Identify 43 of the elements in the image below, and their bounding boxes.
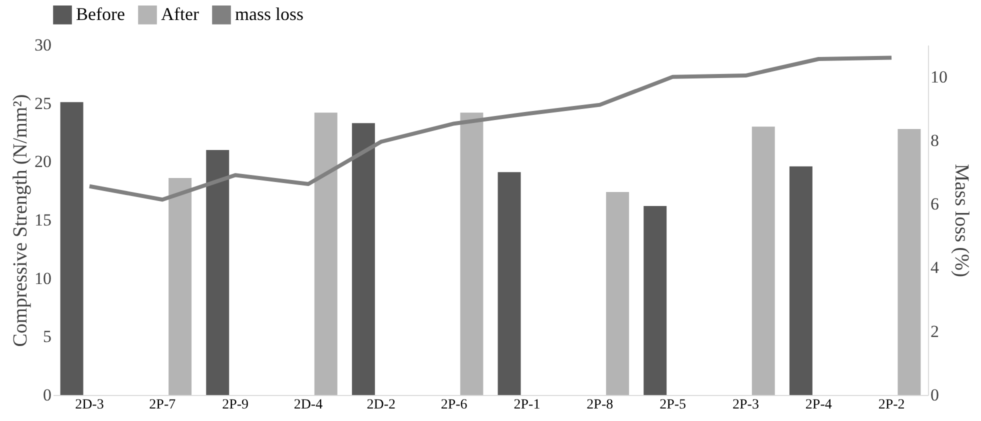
y-tick-label: 15 — [34, 210, 52, 230]
x-tick-label: 2P-9 — [222, 398, 249, 412]
bar — [644, 206, 667, 395]
x-tick-label: 2D-4 — [294, 398, 323, 412]
bar — [168, 178, 192, 395]
x-tick-label: 2P-2 — [878, 398, 905, 412]
line-series — [87, 56, 894, 202]
y-tick-label: 0 — [43, 386, 52, 404]
bar — [314, 112, 338, 395]
bar — [352, 123, 375, 395]
y2-tick-label: 0 — [930, 386, 939, 404]
x-tick-label: 2D-3 — [75, 398, 104, 412]
x-tick-label: 2P-7 — [149, 398, 176, 412]
legend-label: mass loss — [235, 4, 304, 24]
x-tick-label: 2P-8 — [586, 398, 614, 412]
y-tick-label: 5 — [43, 327, 52, 346]
y2-tick-label: 10 — [930, 67, 948, 86]
y-axis-title: Compressive Strength (N/mm²) — [10, 94, 32, 347]
x-tick-label: 2P-3 — [732, 398, 759, 412]
bar — [606, 192, 630, 395]
x-tick-label: 2P-5 — [660, 398, 686, 412]
bar — [752, 126, 775, 395]
x-tick-label: 2P-6 — [440, 398, 468, 412]
y2-tick-label: 6 — [930, 194, 939, 214]
bar — [460, 112, 484, 395]
legend-label: After — [161, 4, 199, 24]
y2-axis-title: Mass loss (%) — [950, 164, 972, 278]
x-tick-label: 2D-2 — [366, 398, 396, 412]
x-tick-label: 2P-4 — [805, 398, 832, 412]
bar — [60, 102, 84, 395]
legend-label: Before — [76, 4, 125, 24]
bar — [498, 172, 521, 395]
y2-tick-label: 8 — [930, 130, 939, 150]
y2-tick-label: 2 — [930, 322, 939, 341]
bar — [206, 150, 230, 395]
y-tick-label: 20 — [34, 152, 52, 172]
x-tick-label: 2P-1 — [514, 398, 540, 412]
y-tick-label: 25 — [34, 94, 52, 113]
bar — [898, 129, 921, 395]
y2-tick-label: 4 — [930, 258, 940, 278]
y-tick-label: 30 — [34, 36, 52, 54]
y-tick-label: 10 — [34, 268, 52, 288]
bar — [789, 166, 812, 395]
